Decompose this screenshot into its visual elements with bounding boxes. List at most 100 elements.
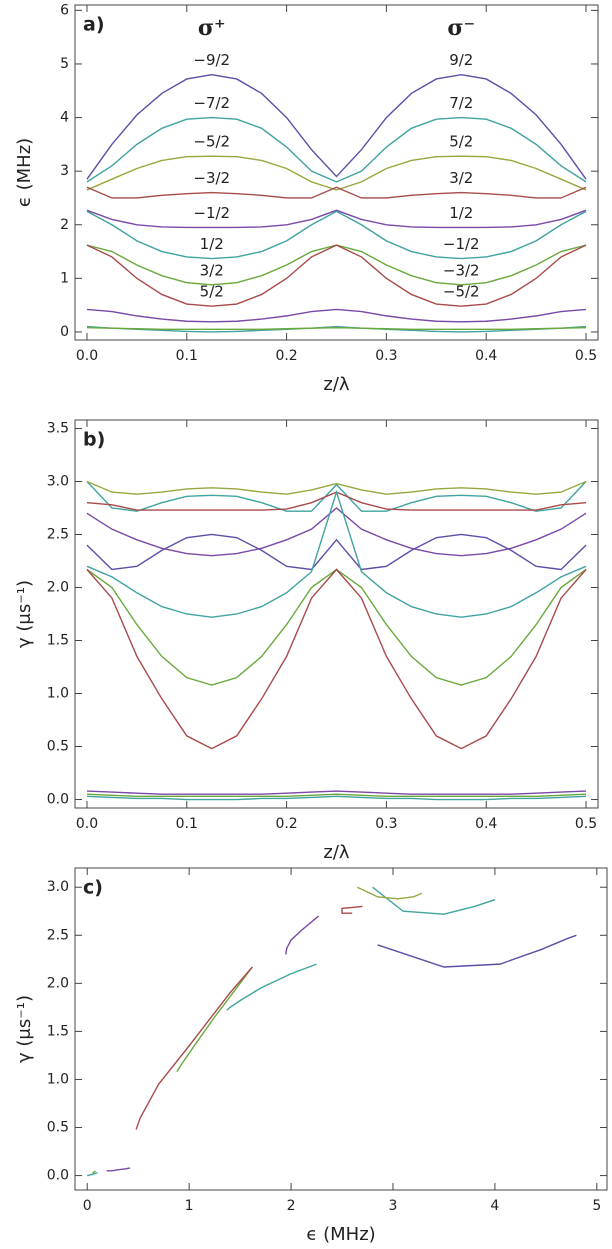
y-tick-label: 1.5 bbox=[47, 633, 69, 649]
series-line bbox=[86, 568, 587, 686]
panel-label: b) bbox=[83, 429, 105, 451]
series-line bbox=[357, 886, 422, 900]
x-tick-label: 0.2 bbox=[275, 348, 297, 364]
y-tick-label: 3 bbox=[60, 163, 69, 179]
series-line bbox=[86, 186, 587, 199]
state-label: −7/2 bbox=[193, 94, 230, 112]
polarization-label: σ⁻ bbox=[447, 15, 475, 41]
series-line bbox=[86, 481, 587, 512]
series-line bbox=[87, 1172, 98, 1177]
state-label: 9/2 bbox=[449, 51, 473, 69]
y-tick-label: 3.5 bbox=[47, 420, 69, 436]
state-label: 5/2 bbox=[449, 133, 473, 151]
state-label: −1/2 bbox=[443, 235, 480, 253]
state-label: −1/2 bbox=[193, 204, 230, 222]
series-line bbox=[86, 209, 587, 229]
y-axis-label: γ (μs⁻¹) bbox=[14, 580, 35, 648]
x-tick-label: 0.1 bbox=[176, 348, 198, 364]
series-line bbox=[86, 73, 587, 180]
state-label: −9/2 bbox=[193, 51, 230, 69]
series-line bbox=[86, 568, 587, 750]
state-label: 1/2 bbox=[449, 204, 473, 222]
series-line bbox=[341, 905, 363, 914]
series-line bbox=[226, 963, 317, 1011]
y-tick-label: 0.0 bbox=[47, 792, 69, 808]
series-line bbox=[86, 507, 587, 557]
x-tick-label: 0.4 bbox=[475, 816, 497, 832]
state-label: −3/2 bbox=[443, 261, 480, 279]
series-line bbox=[86, 325, 587, 333]
x-tick-label: 0.2 bbox=[275, 816, 297, 832]
x-tick-label: 0.3 bbox=[375, 816, 397, 832]
state-label: −3/2 bbox=[193, 169, 230, 187]
series-line bbox=[86, 155, 587, 191]
series-line bbox=[135, 966, 253, 1130]
series-line bbox=[86, 533, 587, 571]
series-line bbox=[86, 244, 587, 307]
y-tick-label: 0.5 bbox=[47, 739, 69, 755]
x-tick-label: 0.5 bbox=[575, 348, 597, 364]
panel-label: c) bbox=[83, 877, 103, 899]
series-line bbox=[86, 116, 587, 183]
y-tick-label: 3.0 bbox=[47, 473, 69, 489]
state-label: 1/2 bbox=[200, 235, 224, 253]
y-tick-label: 6 bbox=[60, 2, 69, 18]
series-line bbox=[176, 966, 253, 1073]
y-tick-label: 2.5 bbox=[47, 927, 69, 943]
y-axis-label: ϵ (MHz) bbox=[14, 138, 35, 207]
series-line bbox=[106, 1167, 131, 1172]
x-tick-label: 0.1 bbox=[176, 816, 198, 832]
x-axis-label: z/λ bbox=[323, 374, 350, 395]
state-label: 3/2 bbox=[200, 261, 224, 279]
x-tick-label: 4 bbox=[490, 1198, 499, 1214]
x-axis-label: ϵ (MHz) bbox=[306, 1224, 375, 1245]
series-line bbox=[285, 915, 320, 955]
series-line bbox=[86, 489, 587, 618]
y-tick-label: 2 bbox=[60, 217, 69, 233]
y-tick-label: 2.0 bbox=[47, 975, 69, 991]
series-line bbox=[86, 308, 587, 323]
panel-label: a) bbox=[83, 14, 105, 36]
series-line bbox=[86, 790, 587, 795]
x-tick-label: 0.3 bbox=[375, 348, 397, 364]
series-line bbox=[377, 934, 577, 968]
series-line bbox=[86, 480, 587, 495]
x-tick-label: 0.4 bbox=[475, 348, 497, 364]
x-tick-label: 0 bbox=[83, 1198, 92, 1214]
y-axis-label: γ (μs⁻¹) bbox=[14, 995, 35, 1063]
x-tick-label: 5 bbox=[592, 1198, 601, 1214]
y-tick-label: 1.0 bbox=[47, 1071, 69, 1087]
series-line bbox=[86, 326, 587, 330]
plot-frame bbox=[74, 867, 608, 1191]
polarization-label: σ⁺ bbox=[198, 15, 226, 41]
y-tick-label: 2.5 bbox=[47, 526, 69, 542]
series-line bbox=[372, 886, 496, 915]
state-label: 3/2 bbox=[449, 169, 473, 187]
x-tick-label: 2 bbox=[287, 1198, 296, 1214]
state-label: 7/2 bbox=[449, 94, 473, 112]
y-tick-label: 1 bbox=[60, 270, 69, 286]
x-tick-label: 0.5 bbox=[575, 816, 597, 832]
x-tick-label: 0.0 bbox=[76, 348, 98, 364]
x-axis-label: z/λ bbox=[323, 842, 350, 863]
y-tick-label: 4 bbox=[60, 110, 69, 126]
x-tick-label: 3 bbox=[389, 1198, 398, 1214]
state-label: 5/2 bbox=[200, 283, 224, 301]
y-tick-label: 0 bbox=[60, 324, 69, 340]
y-tick-label: 2.0 bbox=[47, 579, 69, 595]
series-line bbox=[92, 1170, 96, 1174]
x-tick-label: 0.0 bbox=[76, 816, 98, 832]
y-tick-label: 0.5 bbox=[47, 1120, 69, 1136]
series-line bbox=[86, 795, 587, 801]
state-label: −5/2 bbox=[193, 133, 230, 151]
series-line bbox=[86, 210, 587, 260]
y-tick-label: 3.0 bbox=[47, 879, 69, 895]
series-line bbox=[86, 793, 587, 798]
y-tick-label: 5 bbox=[60, 56, 69, 72]
state-label: −5/2 bbox=[443, 283, 480, 301]
x-tick-label: 1 bbox=[185, 1198, 194, 1214]
plot-frame bbox=[74, 4, 599, 341]
y-tick-label: 1.0 bbox=[47, 686, 69, 702]
y-tick-label: 1.5 bbox=[47, 1023, 69, 1039]
